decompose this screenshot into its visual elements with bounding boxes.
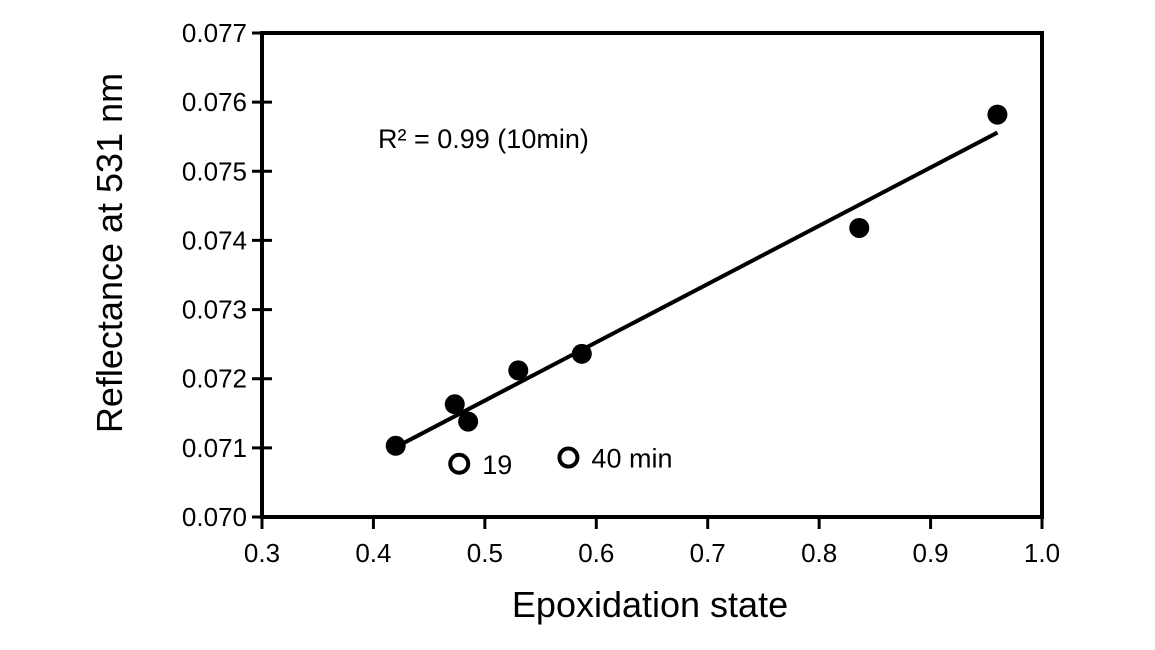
data-point-filled xyxy=(987,104,1008,125)
data-point-filled xyxy=(508,360,529,381)
y-tick-label: 0.073 xyxy=(182,295,247,325)
x-tick-label: 0.5 xyxy=(467,538,503,568)
plot-frame xyxy=(260,31,1044,519)
x-tick-label: 0.3 xyxy=(244,538,280,568)
x-axis: 0.3 0.4 0.5 0.6 0.7 0.8 0.9 1.0 xyxy=(244,517,1060,568)
data-point-filled xyxy=(458,411,479,432)
y-tick-label: 0.070 xyxy=(182,502,247,532)
x-tick-label: 0.9 xyxy=(912,538,948,568)
x-tick-label: 0.8 xyxy=(801,538,837,568)
data-point-filled xyxy=(444,394,465,415)
y-tick-label: 0.077 xyxy=(182,18,247,48)
r-squared-annotation: R² = 0.99 (10min) xyxy=(378,124,589,154)
data-point-open xyxy=(557,446,580,469)
y-tick-label: 0.075 xyxy=(182,156,247,186)
data-point-filled xyxy=(571,343,592,364)
y-tick-label: 0.076 xyxy=(182,87,247,117)
data-point-filled xyxy=(385,435,406,456)
x-tick-label: 0.4 xyxy=(355,538,391,568)
point-label: 19 xyxy=(482,450,512,480)
x-tick-label: 0.7 xyxy=(690,538,726,568)
x-tick-label: 1.0 xyxy=(1024,538,1060,568)
point-label: 40 min xyxy=(591,444,672,474)
y-axis: 0.070 0.071 0.072 0.073 0.074 0.075 0.076 0.077 xyxy=(182,18,272,532)
data-point-open xyxy=(448,452,471,475)
x-axis-title: Epoxidation state xyxy=(512,584,788,625)
data-points: 19 40 min xyxy=(385,104,1008,480)
regression-line xyxy=(394,130,999,449)
y-tick-label: 0.071 xyxy=(182,433,247,463)
y-tick-label: 0.072 xyxy=(182,364,247,394)
y-axis-title: Reflectance at 531 nm xyxy=(89,73,130,433)
data-point-filled xyxy=(849,217,870,238)
y-tick-label: 0.074 xyxy=(182,225,247,255)
x-tick-label: 0.6 xyxy=(578,538,614,568)
